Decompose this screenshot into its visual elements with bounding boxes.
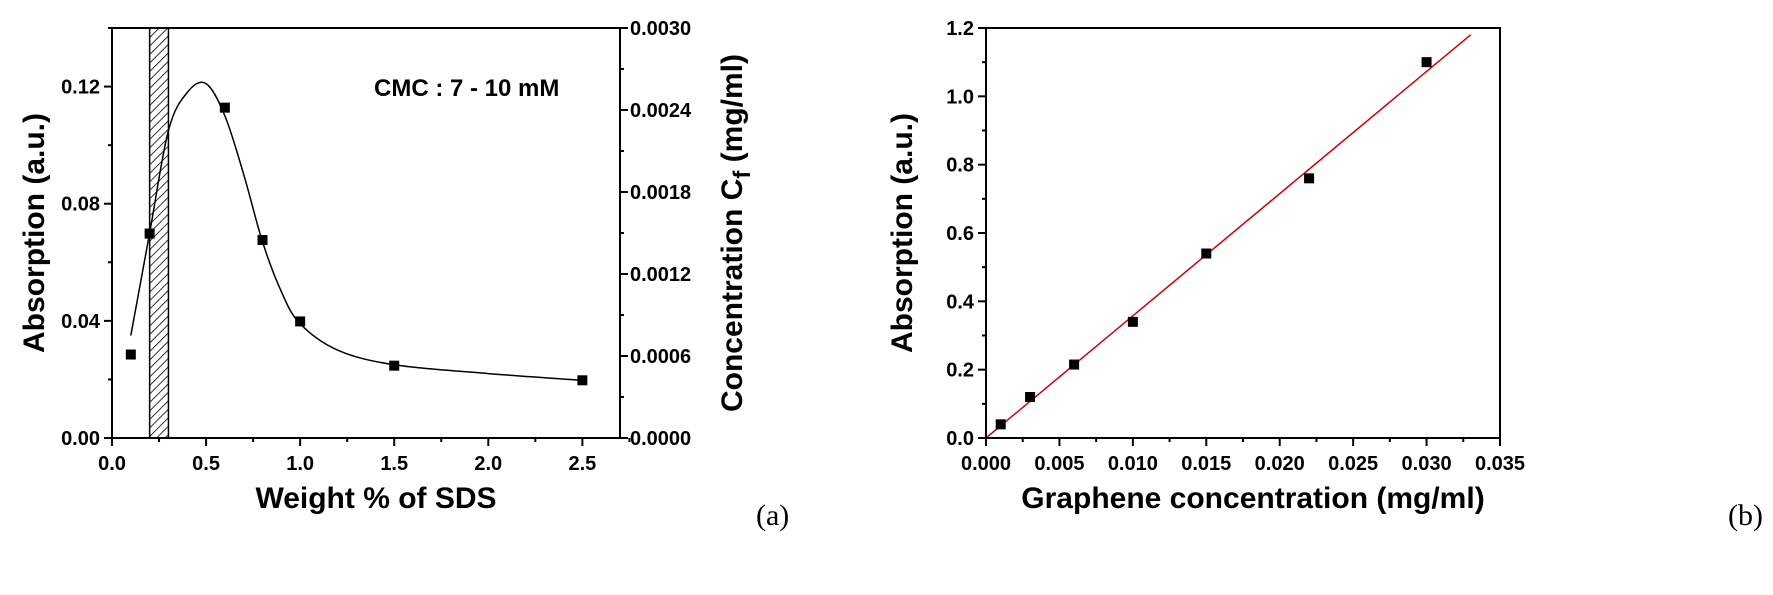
data-points-a xyxy=(125,102,588,386)
y2-tick-label-a: 0.0000 xyxy=(630,428,691,450)
data-point-a xyxy=(295,316,306,327)
cmc-annotation: CMC : 7 - 10 mM xyxy=(374,75,559,102)
x-tick-label-a: 2.5 xyxy=(568,453,596,475)
data-point-b xyxy=(995,419,1006,430)
data-point-b xyxy=(1127,316,1138,327)
panel-label-a: (a) xyxy=(756,499,789,532)
y2-label-subscript: f xyxy=(729,170,756,179)
x-tick-label-a: 1.0 xyxy=(286,453,314,475)
x-axis-a: 0.0 0.5 1.0 1.5 2.0 2.5 xyxy=(98,438,631,475)
y-tick-label-b: 0.6 xyxy=(946,223,974,245)
y-axis-label-a: Absorption (a.u.) xyxy=(18,113,51,353)
data-point-a xyxy=(125,349,136,360)
fit-curve-a xyxy=(130,81,583,382)
x-tick-label-b: 0.015 xyxy=(1181,453,1231,475)
x-tick-label-b: 0.020 xyxy=(1255,453,1305,475)
y-axis-label-b: Absorption (a.u.) xyxy=(886,113,919,353)
fit-line-b xyxy=(985,34,1472,439)
chart-panel-b: 0.000 0.005 0.010 0.015 0.020 0.025 0.030 0.035… xyxy=(886,18,1763,532)
x-axis-label-b: Graphene concentration (mg/ml) xyxy=(1021,482,1484,515)
y-tick-label-a: 0.08 xyxy=(61,194,100,216)
y-tick-label-a: 0.00 xyxy=(61,428,100,450)
data-point-b xyxy=(1304,173,1315,184)
y-tick-label-a: 0.12 xyxy=(61,77,100,99)
plot-frame-b xyxy=(985,27,1501,439)
y2-tick-label-a: 0.0006 xyxy=(630,346,691,368)
y2-tick-label-a: 0.0012 xyxy=(630,264,691,286)
y2-tick-label-a: 0.0018 xyxy=(630,182,691,204)
x-tick-label-b: 0.035 xyxy=(1475,453,1525,475)
y-tick-label-a: 0.04 xyxy=(61,311,101,333)
y-axis-b: 0.0 0.2 0.4 0.6 0.8 1.0 1.2 xyxy=(946,18,986,450)
panel-label-b: (b) xyxy=(1728,499,1763,532)
data-point-a xyxy=(577,375,588,386)
data-point-a xyxy=(257,235,268,246)
chart-panel-a: 0.0 0.5 1.0 1.5 2.0 2.5 0.00 0.04 0.08 0.12 0.00… xyxy=(18,18,789,532)
x-tick-label-a: 1.5 xyxy=(380,453,408,475)
y-tick-label-b: 0.4 xyxy=(946,291,975,313)
x-tick-label-b: 0.030 xyxy=(1402,453,1452,475)
x-tick-label-a: 2.0 xyxy=(474,453,502,475)
data-point-a xyxy=(389,360,400,371)
y-tick-label-b: 0.0 xyxy=(946,428,974,450)
y2-label-unit: (mg/ml) xyxy=(716,54,749,171)
y-tick-label-b: 0.2 xyxy=(946,360,974,382)
data-point-b xyxy=(1201,248,1212,259)
y-tick-label-b: 1.0 xyxy=(946,86,974,108)
y2-axis-a: 0.0000 0.0006 0.0012 0.0018 0.0024 0.0030 xyxy=(620,18,692,450)
y2-axis-label-a: Concentration Cf (mg/ml) xyxy=(716,54,756,412)
data-point-b xyxy=(1421,57,1432,68)
x-axis-b: 0.000 0.005 0.010 0.015 0.020 0.025 0.030 0.035 xyxy=(961,438,1525,475)
data-point-b xyxy=(1025,392,1036,402)
y-axis-a: 0.00 0.04 0.08 0.12 xyxy=(61,27,112,450)
x-tick-label-b: 0.010 xyxy=(1108,453,1158,475)
x-tick-label-b: 0.025 xyxy=(1328,453,1378,475)
data-point-b xyxy=(1069,359,1080,370)
x-axis-label-a: Weight % of SDS xyxy=(255,482,496,515)
data-point-a xyxy=(219,102,230,113)
x-tick-label-a: 0.5 xyxy=(192,453,220,475)
y-tick-label-b: 0.8 xyxy=(946,155,974,177)
x-tick-label-a: 0.0 xyxy=(98,453,126,475)
y-tick-label-b: 1.2 xyxy=(946,18,974,40)
y2-label-main: Concentration C xyxy=(716,179,749,412)
data-point-a xyxy=(144,228,155,239)
data-points-b xyxy=(995,57,1432,430)
x-tick-label-b: 0.005 xyxy=(1034,453,1084,475)
x-tick-label-b: 0.000 xyxy=(961,453,1011,475)
y2-tick-label-a: 0.0024 xyxy=(630,100,692,122)
y2-tick-label-a: 0.0030 xyxy=(630,18,691,40)
